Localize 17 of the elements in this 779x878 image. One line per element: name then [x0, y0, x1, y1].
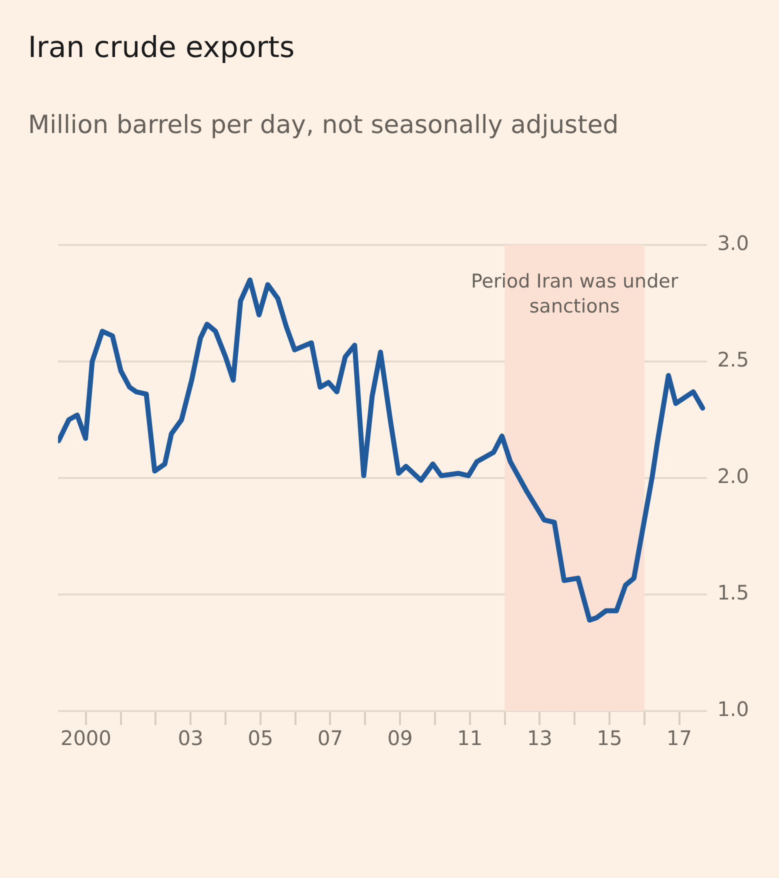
band-label: Period Iran was under sanctions — [470, 270, 678, 318]
y-tick-label: 2.0 — [717, 464, 750, 488]
x-tick-label: 09 — [387, 726, 413, 750]
chart-subtitle: Million barrels per day, not seasonally adjusted — [28, 109, 620, 141]
y-tick-label: 1.0 — [717, 697, 750, 722]
x-tick-label: 17 — [666, 726, 692, 750]
chart-title: Iran crude exports — [28, 30, 295, 64]
x-tick-label: 03 — [178, 726, 204, 750]
x-tick-label: 2000 — [60, 726, 112, 750]
y-tick-label: 2.5 — [717, 348, 750, 372]
y-tick-label: 3.0 — [717, 231, 750, 256]
x-tick-label: 05 — [248, 726, 274, 750]
x-tick-label: 15 — [596, 726, 622, 750]
x-tick-label: 11 — [457, 726, 483, 750]
y-tick-label: 1.5 — [717, 580, 750, 605]
x-tick-label: 13 — [526, 726, 552, 750]
x-tick-label: 07 — [318, 726, 343, 750]
